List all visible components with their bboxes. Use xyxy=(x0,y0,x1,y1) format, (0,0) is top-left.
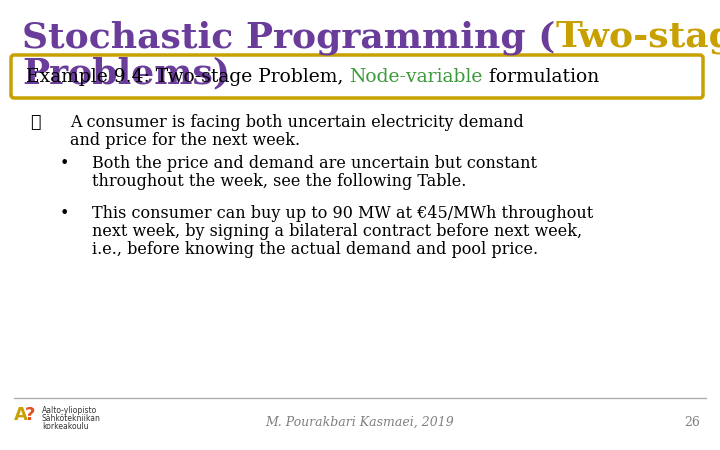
Text: Problems): Problems) xyxy=(22,56,230,90)
Text: throughout the week, see the following Table.: throughout the week, see the following T… xyxy=(92,173,467,190)
Text: Example 9.4: Two-stage Problem,: Example 9.4: Two-stage Problem, xyxy=(26,68,349,86)
Text: ✓: ✓ xyxy=(30,114,40,131)
Text: This consumer can buy up to 90 MW at €45/MWh throughout: This consumer can buy up to 90 MW at €45… xyxy=(92,205,593,222)
Text: A consumer is facing both uncertain electricity demand: A consumer is facing both uncertain elec… xyxy=(70,114,523,131)
Text: •: • xyxy=(60,205,69,222)
Text: M. Pourakbari Kasmaei, 2019: M. Pourakbari Kasmaei, 2019 xyxy=(266,415,454,428)
Text: Both the price and demand are uncertain but constant: Both the price and demand are uncertain … xyxy=(92,155,537,172)
Text: i.e., before knowing the actual demand and pool price.: i.e., before knowing the actual demand a… xyxy=(92,241,538,258)
Text: Sähkötekniikan: Sähkötekniikan xyxy=(42,414,101,423)
Text: next week, by signing a bilateral contract before next week,: next week, by signing a bilateral contra… xyxy=(92,223,582,240)
Text: •: • xyxy=(60,155,69,172)
Text: and price for the next week.: and price for the next week. xyxy=(70,132,300,149)
Text: A: A xyxy=(14,406,28,424)
Text: Two-stage: Two-stage xyxy=(555,20,720,54)
Text: ?: ? xyxy=(25,406,35,424)
Text: korkeakoulu: korkeakoulu xyxy=(42,422,89,431)
Text: Stochastic Programming (: Stochastic Programming ( xyxy=(22,20,555,54)
Text: Aalto-yliopisto: Aalto-yliopisto xyxy=(42,406,97,415)
FancyBboxPatch shape xyxy=(11,55,703,98)
Text: formulation: formulation xyxy=(482,68,599,86)
Text: Node-variable: Node-variable xyxy=(349,68,482,86)
Text: 26: 26 xyxy=(684,415,700,428)
